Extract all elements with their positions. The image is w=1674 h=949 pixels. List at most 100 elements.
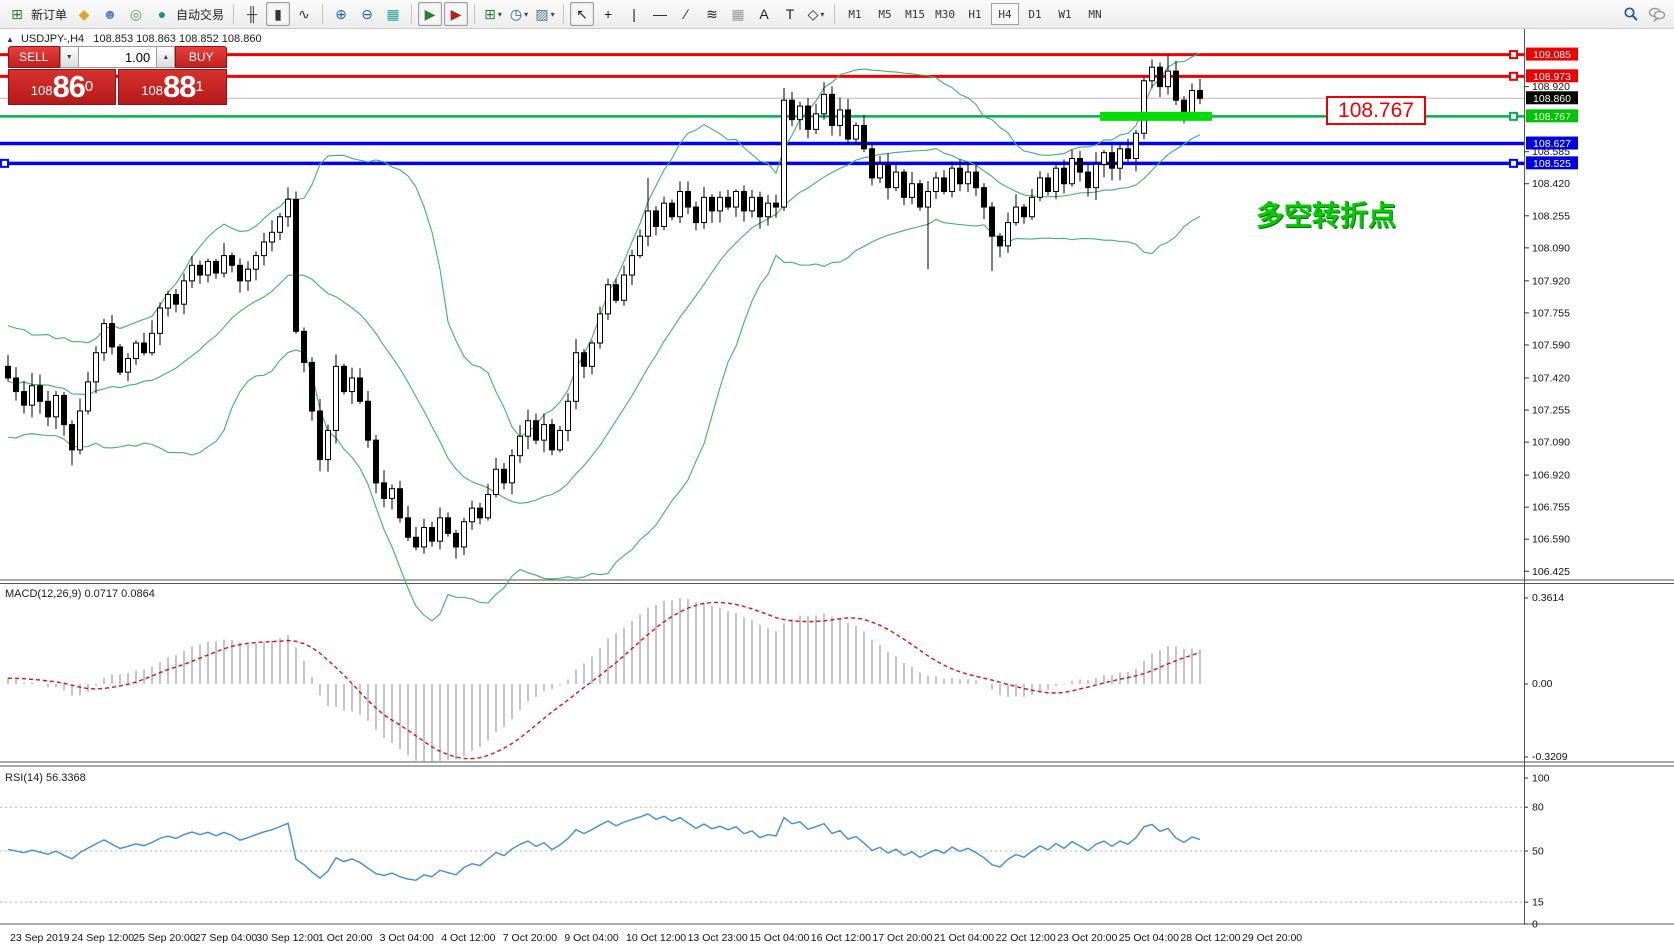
- new-order-icon[interactable]: ⊞: [11, 5, 23, 22]
- chat-icon[interactable]: [1645, 2, 1669, 26]
- auto-scroll-icon[interactable]: ▶: [444, 2, 469, 26]
- buy-price-display[interactable]: 108 88 1: [118, 69, 227, 105]
- line-chart-icon[interactable]: ∿: [298, 5, 310, 22]
- sell-price-small: 108: [30, 83, 53, 98]
- buy-price-small: 108: [141, 83, 163, 98]
- cursor-icon[interactable]: ↖: [570, 2, 595, 26]
- timeframe-button-m5[interactable]: M5: [878, 7, 892, 21]
- timeframe-button-h4[interactable]: H4: [991, 3, 1020, 25]
- svg-text:106.425: 106.425: [1532, 566, 1570, 578]
- buy-button[interactable]: BUY: [175, 46, 227, 68]
- new_order-label[interactable]: 新订单: [31, 7, 68, 22]
- time-axis-label: 17 Oct 20:00: [872, 932, 932, 944]
- timeframe-button-w1[interactable]: W1: [1058, 7, 1072, 21]
- symbol-ohlc-values: 108.853 108.863 108.852 108.860: [93, 33, 262, 45]
- shapes-icon[interactable]: ◇ ▾: [807, 5, 825, 22]
- signals-icon[interactable]: ◎: [129, 5, 143, 22]
- timeframe-button-mn[interactable]: MN: [1088, 7, 1102, 21]
- timeframe-button-d1[interactable]: D1: [1028, 7, 1042, 21]
- timeframe-button-m15[interactable]: M15: [905, 7, 925, 21]
- time-axis-label: 21 Oct 04:00: [934, 932, 994, 944]
- toolbar-icon-groups: ⊞ 新订单 ◆ ☻ ◎ ● 自动交易 ╫ ▮ ∿ ⊕ ⊖ ▦ ▶ ▶ ⊞ ▾ ◷ ▾ ▨ ▾ ↖ + | — ∕ ≋ ▦ A T ◇ ▾: [4, 2, 829, 26]
- dropdown-caret-icon[interactable]: ▾: [550, 9, 555, 19]
- dropdown-caret-icon[interactable]: ▾: [820, 9, 825, 19]
- time-axis-label: 4 Oct 12:00: [441, 932, 495, 944]
- collapse-arrow-icon[interactable]: ▲: [6, 35, 14, 44]
- timeframe-button-h1[interactable]: H1: [968, 7, 982, 21]
- period-icon[interactable]: ◷ ▾: [509, 5, 529, 22]
- svg-text:50: 50: [1532, 846, 1544, 858]
- template-icon[interactable]: ▨ ▾: [535, 5, 555, 22]
- time-axis-label: 23 Oct 20:00: [1057, 932, 1117, 944]
- text-icon[interactable]: A: [759, 6, 769, 22]
- svg-text:108.920: 108.920: [1532, 81, 1570, 93]
- buy-price-big: 88: [162, 69, 196, 104]
- svg-text:0.3614: 0.3614: [1532, 592, 1564, 604]
- grid-icon[interactable]: ▦: [731, 5, 745, 22]
- time-axis-label: 30 Sep 12:00: [256, 932, 319, 944]
- sell-price-big: 86: [52, 69, 85, 104]
- dropdown-caret-icon[interactable]: ▾: [497, 9, 502, 19]
- zoom-out-icon[interactable]: ⊖: [361, 5, 373, 22]
- volume-increase-button[interactable]: ▲: [156, 46, 176, 68]
- crosshair-icon[interactable]: +: [603, 6, 613, 22]
- tile-windows-icon[interactable]: ▦: [386, 5, 400, 22]
- label-icon[interactable]: T: [785, 6, 795, 22]
- toolbar-separator: [474, 4, 476, 24]
- svg-text:108.973: 108.973: [1533, 71, 1571, 83]
- svg-text:-0.3209: -0.3209: [1532, 751, 1568, 763]
- svg-text:107.420: 107.420: [1532, 372, 1570, 384]
- time-axis-label: 29 Oct 20:00: [1242, 932, 1302, 944]
- svg-text:107.920: 107.920: [1532, 275, 1570, 287]
- new-chart-icon[interactable]: ⊞ ▾: [484, 5, 502, 22]
- sell-button[interactable]: SELL: [8, 46, 60, 68]
- toolbar-separator: [834, 4, 836, 24]
- price-annotation-box[interactable]: 108.767: [1326, 96, 1426, 125]
- zoom-in-icon[interactable]: ⊕: [335, 5, 347, 22]
- svg-text:100: 100: [1532, 773, 1550, 785]
- time-axis-label: 24 Sep 12:00: [72, 932, 135, 944]
- candles-chart-icon[interactable]: ▮: [266, 2, 291, 26]
- timeframe-button-m1[interactable]: M1: [848, 7, 862, 21]
- autotrade-icon[interactable]: ●: [157, 6, 167, 22]
- autotrade-label[interactable]: 自动交易: [176, 7, 225, 22]
- svg-text:108.627: 108.627: [1533, 138, 1571, 150]
- hline-icon[interactable]: —: [653, 6, 668, 22]
- dropdown-caret-icon[interactable]: ▾: [524, 9, 529, 19]
- svg-text:0: 0: [1532, 919, 1538, 931]
- timeframe-button-m30[interactable]: M30: [935, 7, 955, 21]
- fibonacci-icon[interactable]: ≋: [706, 5, 718, 22]
- time-axis-label: 3 Oct 04:00: [380, 932, 434, 944]
- volume-input[interactable]: 1.00: [78, 46, 157, 68]
- svg-text:106.920: 106.920: [1532, 470, 1570, 482]
- one-click-trading-widget: SELL ▼ 1.00 ▲ BUY 108 86 0 108 88 1: [8, 46, 227, 105]
- time-axis-label: 27 Sep 04:00: [195, 932, 258, 944]
- toolbar-separator: [233, 4, 235, 24]
- svg-text:107.590: 107.590: [1532, 339, 1570, 351]
- time-axis-label: 25 Oct 04:00: [1119, 932, 1179, 944]
- time-axis-label: 13 Oct 23:00: [688, 932, 748, 944]
- search-icon[interactable]: [1619, 2, 1643, 26]
- macd-label: MACD(12,26,9) 0.0717 0.0864: [5, 588, 155, 600]
- vline-icon[interactable]: |: [632, 6, 636, 22]
- profile-icon[interactable]: ☻: [102, 6, 118, 22]
- buy-price-sup: 1: [195, 78, 204, 95]
- svg-text:80: 80: [1532, 802, 1544, 814]
- chart-shift-icon[interactable]: ▶: [418, 2, 443, 26]
- svg-text:107.255: 107.255: [1532, 405, 1570, 417]
- time-axis-label: 15 Oct 04:00: [749, 932, 809, 944]
- svg-text:15: 15: [1532, 897, 1544, 909]
- time-axis-label: 28 Oct 12:00: [1180, 932, 1240, 944]
- toolbar-separator: [563, 4, 565, 24]
- volume-decrease-button[interactable]: ▼: [59, 46, 79, 68]
- sell-price-display[interactable]: 108 86 0: [8, 69, 116, 105]
- svg-text:107.090: 107.090: [1532, 437, 1570, 449]
- trendline-icon[interactable]: ∕: [684, 6, 688, 22]
- time-axis-label: 22 Oct 12:00: [996, 932, 1056, 944]
- turning-point-annotation[interactable]: 多空转折点: [1256, 200, 1397, 231]
- eraser-icon[interactable]: ◆: [78, 5, 90, 22]
- toolbar-separator: [411, 4, 413, 24]
- bars-chart-icon[interactable]: ╫: [247, 6, 257, 22]
